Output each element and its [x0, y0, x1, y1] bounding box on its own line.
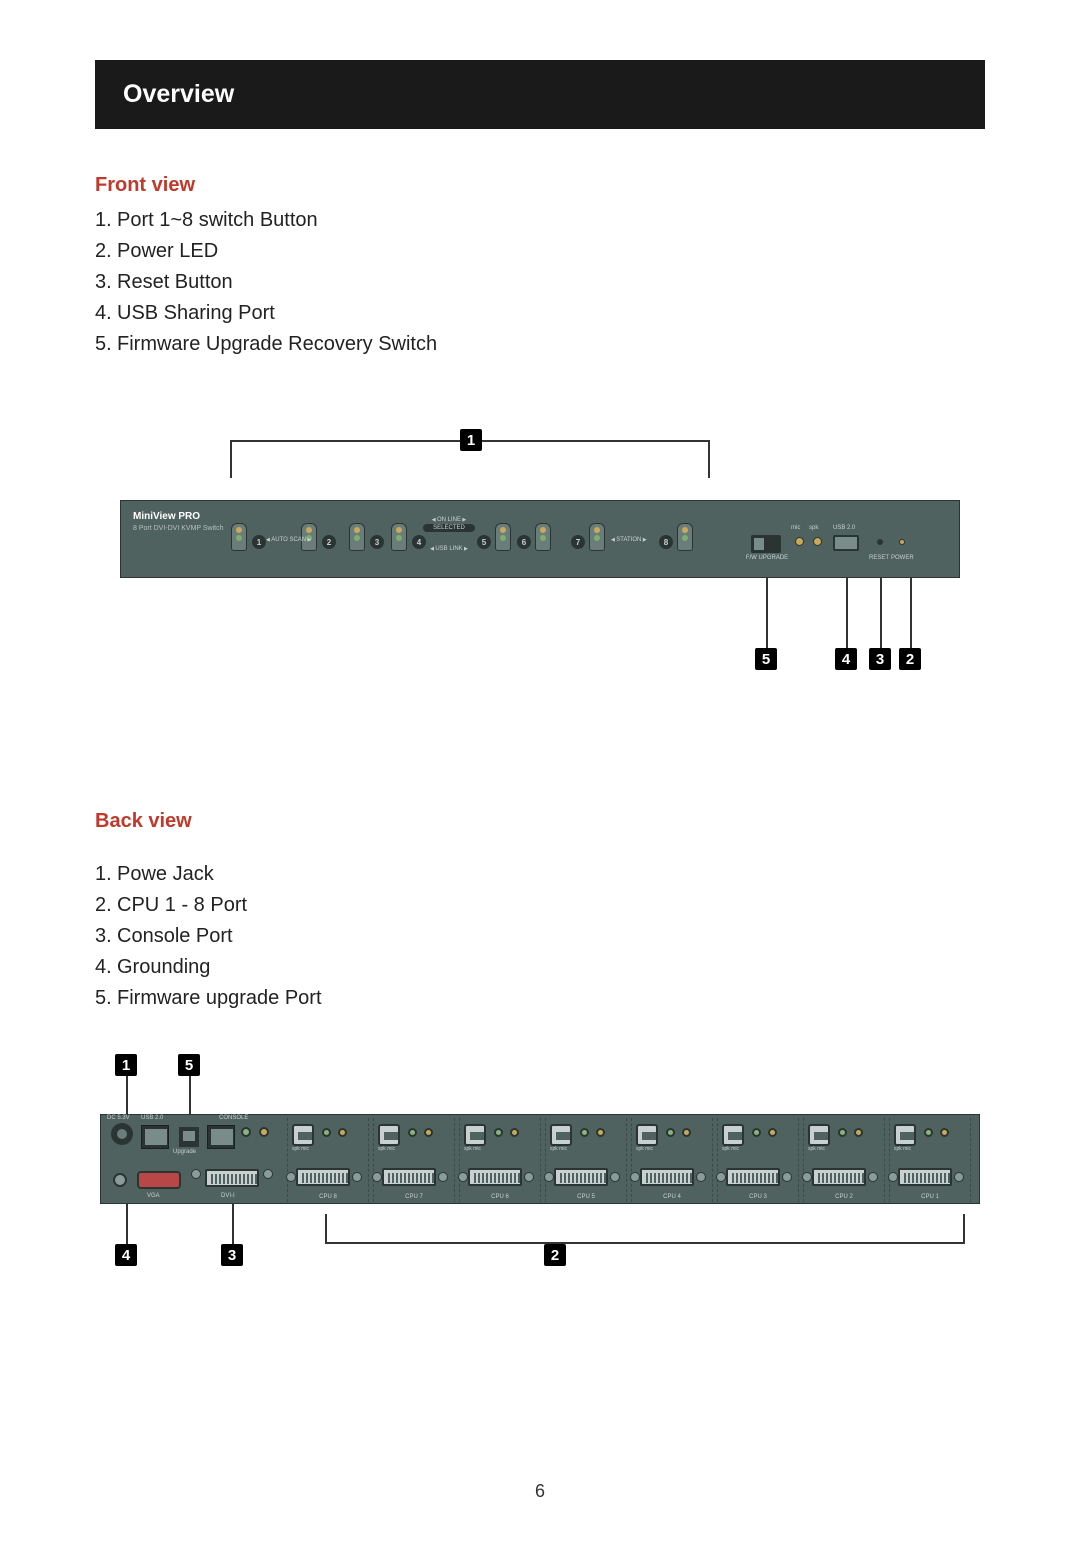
port-num-2: 2 — [322, 535, 336, 549]
center-label-group: ON LINE SELECTED USB LINK — [411, 517, 487, 552]
console-spk-icon — [241, 1127, 251, 1137]
cpu-port-4: spk mic CPU 4 — [631, 1118, 713, 1202]
audio-mic-icon — [795, 537, 804, 546]
port-switch-7 — [589, 523, 605, 551]
console-usb-icon — [207, 1125, 235, 1149]
device-front-panel: MiniView PRO 8 Port DVI-DVI KVMP Switch … — [120, 500, 960, 578]
reset-hole-icon — [877, 539, 883, 545]
callout-b3: 3 — [221, 1244, 243, 1266]
cpu-port-6: spk mic CPU 6 — [459, 1118, 541, 1202]
port-switch-1 — [231, 523, 247, 551]
callout-3: 3 — [869, 648, 891, 670]
callout-b4: 4 — [115, 1244, 137, 1266]
port-switch-4 — [391, 523, 407, 551]
cpu-port-8: spk mic CPU 8 — [287, 1118, 369, 1202]
brand-sub-label: 8 Port DVI-DVI KVMP Switch — [133, 525, 224, 532]
cpu-port-5: spk mic CPU 5 — [545, 1118, 627, 1202]
callout-4: 4 — [835, 648, 857, 670]
callout-b1: 1 — [115, 1054, 137, 1076]
callout-line — [126, 1204, 128, 1244]
firmware-switch-icon — [751, 535, 781, 553]
power-led-icon — [899, 539, 905, 545]
upgrade-port-icon — [179, 1127, 199, 1147]
callout-line — [126, 1076, 128, 1114]
device-back-panel: DC 5.3V USB 2.0 Upgrade CONSOLE VGA DVI-… — [100, 1114, 980, 1204]
brand-label: MiniView PRO — [133, 511, 200, 522]
autoscan-label: AUTO SCAN — [266, 537, 311, 543]
header-bar: Overview — [95, 60, 985, 129]
callout-line — [189, 1076, 191, 1114]
port-num-3: 3 — [370, 535, 384, 549]
callout-line — [880, 578, 882, 650]
list-item: 5.Firmware Upgrade Recovery Switch — [95, 329, 985, 360]
list-item: 3.Console Port — [95, 921, 985, 952]
port-switch-5 — [495, 523, 511, 551]
usb-hub-icon — [141, 1125, 169, 1149]
dvi-port-icon — [205, 1169, 259, 1187]
list-item: 5.Firmware upgrade Port — [95, 983, 985, 1014]
cpu-port-2: spk mic CPU 2 — [803, 1118, 885, 1202]
cpu-port-7: spk mic CPU 7 — [373, 1118, 455, 1202]
front-view-list: 1.Port 1~8 switch Button 2.Power LED 3.R… — [95, 205, 985, 360]
power-jack-icon — [111, 1123, 133, 1145]
back-view-heading: Back view — [95, 810, 985, 833]
back-diagram: 1 5 DC 5.3V USB 2.0 Upgrade CONSOLE VGA — [100, 1054, 980, 1304]
port-switch-6 — [535, 523, 551, 551]
vga-port-icon — [137, 1171, 181, 1189]
port-switch-3 — [349, 523, 365, 551]
page-number: 6 — [0, 1481, 1080, 1502]
list-item: 4.USB Sharing Port — [95, 298, 985, 329]
callout-bracket-2 — [325, 1214, 965, 1244]
usb-port-icon — [833, 535, 859, 551]
callout-line — [910, 578, 912, 650]
cpu-port-3: spk mic CPU 3 — [717, 1118, 799, 1202]
port-num-1: 1 — [252, 535, 266, 549]
ground-screw-icon — [113, 1173, 127, 1187]
list-item: 2.CPU 1 - 8 Port — [95, 890, 985, 921]
callout-line — [846, 578, 848, 650]
callout-line — [766, 578, 768, 650]
back-view-list: 1.Powe Jack 2.CPU 1 - 8 Port 3.Console P… — [95, 859, 985, 1014]
list-item: 1.Powe Jack — [95, 859, 985, 890]
port-num-6: 6 — [517, 535, 531, 549]
front-right-cluster: F/W UPGRADE mic spk USB 2.0 RESET POWER — [751, 525, 941, 569]
front-view-heading: Front view — [95, 174, 985, 197]
port-num-7: 7 — [571, 535, 585, 549]
port-num-8: 8 — [659, 535, 673, 549]
callout-5: 5 — [755, 648, 777, 670]
callout-1: 1 — [460, 429, 482, 451]
port-num-5: 5 — [477, 535, 491, 549]
cpu-port-1: spk mic CPU 1 — [889, 1118, 971, 1202]
list-item: 2.Power LED — [95, 236, 985, 267]
console-mic-icon — [259, 1127, 269, 1137]
back-view-section: Back view 1.Powe Jack 2.CPU 1 - 8 Port 3… — [95, 810, 985, 1304]
callout-line — [232, 1204, 234, 1244]
list-item: 3.Reset Button — [95, 267, 985, 298]
callout-b2: 2 — [544, 1244, 566, 1266]
station-label: STATION — [611, 537, 647, 543]
port-switch-8 — [677, 523, 693, 551]
front-diagram: 1 MiniView PRO 8 Port DVI-DVI KVMP Switc… — [120, 440, 960, 710]
list-item: 4.Grounding — [95, 952, 985, 983]
callout-b5: 5 — [178, 1054, 200, 1076]
page-title: Overview — [123, 80, 957, 109]
list-item: 1.Port 1~8 switch Button — [95, 205, 985, 236]
callout-2: 2 — [899, 648, 921, 670]
front-view-section: Front view 1.Port 1~8 switch Button 2.Po… — [95, 174, 985, 710]
audio-spk-icon — [813, 537, 822, 546]
